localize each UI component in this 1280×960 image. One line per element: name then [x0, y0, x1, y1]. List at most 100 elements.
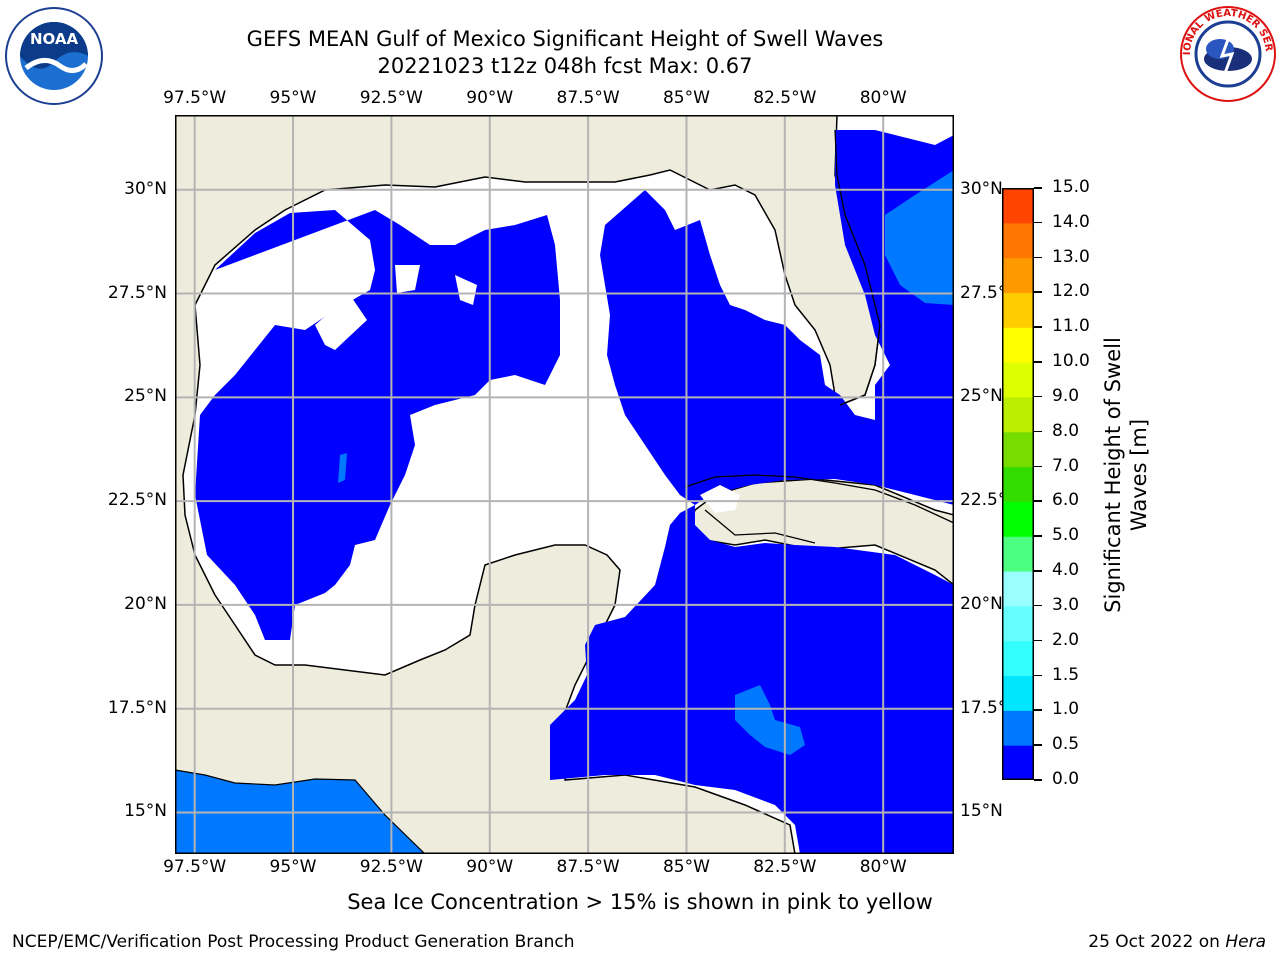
colorbar-tick-label: 1.0	[1052, 699, 1080, 720]
colorbar-tick-mark	[1034, 604, 1042, 607]
lon-label-bottom: 97.5°W	[163, 857, 227, 877]
colorbar-tick-mark	[1034, 639, 1042, 642]
footer-right: 25 Oct 2022 on Hera	[1088, 932, 1266, 952]
colorbar-segment	[1002, 431, 1034, 468]
lat-label-left: 22.5°N	[107, 490, 167, 511]
colorbar-segment	[1002, 257, 1034, 293]
footer-date: 25 Oct 2022 on	[1088, 932, 1226, 952]
colorbar-tick-mark	[1034, 221, 1042, 224]
colorbar-tick-label: 4.0	[1052, 560, 1080, 581]
map-title: GEFS MEAN Gulf of Mexico Significant Hei…	[246, 27, 884, 51]
lon-label-top: 92.5°W	[359, 88, 423, 108]
colorbar-segment	[1002, 292, 1034, 328]
colorbar-segment	[1002, 640, 1034, 677]
swell-low-fields	[338, 170, 954, 755]
lon-label-bottom: 95°W	[269, 857, 317, 877]
colorbar-tick-mark	[1034, 395, 1042, 398]
colorbar-tick-label: 2.0	[1052, 629, 1080, 650]
colorbar-tick-label: 1.5	[1052, 664, 1080, 685]
map-subtitle: 20221023 t12z 048h fcst Max: 0.67	[377, 54, 753, 78]
footer-left: NCEP/EMC/Verification Post Processing Pr…	[12, 932, 575, 952]
lat-label-right: 15°N	[960, 801, 1003, 822]
lon-label-bottom: 87.5°W	[556, 857, 620, 877]
colorbar-segment	[1002, 571, 1034, 607]
map-frame	[175, 115, 954, 854]
swell-gaps	[315, 265, 740, 513]
colorbar-tick-label: 9.0	[1052, 385, 1080, 406]
colorbar-segment	[1002, 536, 1034, 572]
colorbar-segment	[1002, 466, 1034, 502]
colorbar-label-line1: Significant Height of Swell	[1101, 337, 1125, 613]
lat-label-left: 15°N	[124, 801, 167, 822]
colorbar-tick-label: 12.0	[1052, 281, 1090, 302]
noaa-logo: NOAA	[5, 7, 103, 105]
lat-label-right: 25°N	[960, 386, 1003, 407]
colorbar	[1002, 188, 1034, 780]
colorbar-tick-label: 0.5	[1052, 734, 1080, 755]
lat-label-left: 20°N	[124, 593, 167, 614]
lon-label-bottom: 80°W	[859, 857, 907, 877]
lat-label-left: 17.5°N	[107, 697, 167, 718]
colorbar-segment	[1002, 501, 1034, 537]
lat-label-left: 30°N	[124, 178, 167, 199]
lon-label-top: 87.5°W	[556, 88, 620, 108]
colorbar-tick-label: 13.0	[1052, 246, 1090, 267]
colorbar-segment	[1002, 362, 1034, 398]
colorbar-tick-label: 0.0	[1052, 769, 1080, 789]
colorbar-label-line2: Waves [m]	[1127, 418, 1151, 532]
colorbar-tick-mark	[1034, 465, 1042, 468]
lon-label-top: 80°W	[859, 88, 907, 108]
footer-machine: Hera	[1225, 932, 1266, 952]
lon-label-top: 97.5°W	[163, 88, 227, 108]
lat-label-right: 30°N	[960, 178, 1003, 199]
colorbar-tick-mark	[1034, 256, 1042, 259]
lat-label-left: 27.5°N	[107, 282, 167, 303]
lon-label-top: 95°W	[269, 88, 317, 108]
colorbar-tick-label: 15.0	[1052, 177, 1090, 197]
lon-label-bottom: 90°W	[466, 857, 514, 877]
colorbar-tick-mark	[1034, 779, 1042, 781]
coastline	[684, 129, 954, 544]
colorbar-segment	[1002, 327, 1034, 363]
colorbar-tick-mark	[1034, 500, 1042, 502]
lon-label-bottom: 92.5°W	[359, 857, 423, 877]
colorbar-segment	[1002, 605, 1034, 642]
colorbar-tick-mark	[1034, 361, 1042, 363]
colorbar-tick-label: 7.0	[1052, 455, 1080, 476]
lon-label-top: 85°W	[662, 88, 710, 108]
gulf-map	[175, 115, 954, 854]
colorbar-tick-label: 6.0	[1052, 490, 1080, 511]
noaa-logo-text: NOAA	[30, 30, 79, 48]
nws-logo: NATIONAL WEATHER SERVICE	[1178, 4, 1276, 102]
colorbar-tick-mark	[1034, 744, 1042, 746]
colorbar-segment	[1002, 675, 1034, 711]
lat-label-right: 20°N	[960, 593, 1003, 614]
lon-label-top: 82.5°W	[753, 88, 817, 108]
colorbar-tick-label: 11.0	[1052, 316, 1090, 337]
colorbar-tick-mark	[1034, 430, 1042, 433]
colorbar-segment	[1002, 222, 1034, 259]
colorbar-tick-mark	[1034, 326, 1042, 328]
colorbar-tick-mark	[1034, 674, 1042, 677]
lon-label-bottom: 85°W	[662, 857, 710, 877]
colorbar-segment	[1002, 710, 1034, 746]
colorbar-segment	[1002, 745, 1034, 780]
colorbar-segment	[1002, 396, 1034, 433]
colorbar-segment	[1002, 188, 1034, 224]
colorbar-tick-mark	[1034, 187, 1042, 189]
colorbar-tick-mark	[1034, 709, 1042, 711]
colorbar-tick-mark	[1034, 570, 1042, 572]
lon-label-top: 90°W	[466, 88, 514, 108]
colorbar-tick-label: 5.0	[1052, 525, 1080, 546]
colorbar-tick-label: 3.0	[1052, 594, 1080, 615]
sea-ice-note: Sea Ice Concentration > 15% is shown in …	[347, 890, 933, 914]
lat-lon-grid	[175, 115, 954, 854]
colorbar-tick-mark	[1034, 535, 1042, 537]
colorbar-tick-mark	[1034, 291, 1042, 293]
colorbar-label: Significant Height of Swell Waves [m]	[1100, 337, 1151, 675]
lon-label-bottom: 82.5°W	[753, 857, 817, 877]
lat-label-left: 25°N	[124, 386, 167, 407]
colorbar-tick-label: 14.0	[1052, 211, 1090, 232]
colorbar-tick-label: 8.0	[1052, 420, 1080, 441]
colorbar-tick-label: 10.0	[1052, 351, 1090, 372]
